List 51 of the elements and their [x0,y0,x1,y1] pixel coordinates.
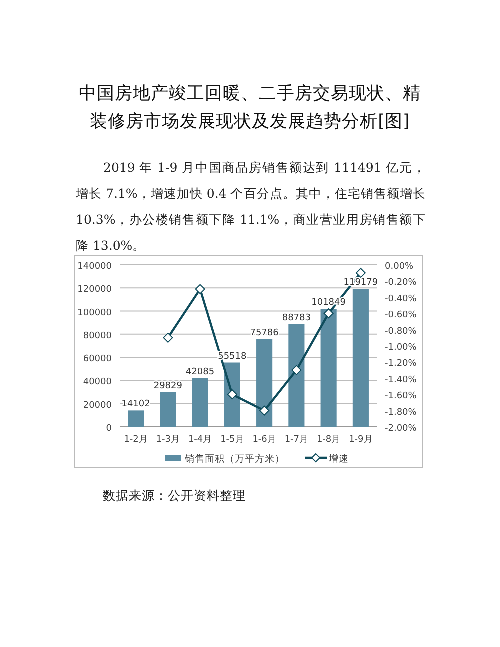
x-tick-label: 1-4月 [188,435,212,445]
data-label: 75786 [250,328,280,338]
y2-tick-label: -1.00% [385,343,418,353]
point [227,390,238,400]
x-tick-label: 1-2月 [124,435,148,445]
y2-tick-label: -1.80% [385,408,418,418]
x-tick-label: 1-8月 [316,435,341,445]
y2-tick-label: -2.00% [385,424,418,434]
legend-label: 销售面积（万平方米） [184,453,285,465]
y2-tick-label: -1.60% [385,392,418,402]
bar [192,378,208,427]
chart-title: 中国房地产竣工回暖、二手房交易现状、精装修房市场发展现状及发展趋势分析[图] [78,83,422,134]
data-label: 88783 [282,313,312,324]
y2-tick-label: -0.80% [385,326,418,337]
y2-tick-label: -0.20% [385,278,418,288]
y-tick-label: 60000 [83,354,112,365]
x-tick-label: 1-3月 [156,435,180,445]
legend-label: 增速 [328,453,349,465]
bar [320,309,337,427]
x-tick-label: 1-9月 [349,435,373,445]
source-note: 数据来源：公开资料整理 [103,488,246,505]
y2-tick-label: -1.20% [385,359,418,370]
bar [160,392,176,427]
x-tick-label: 1-5月 [220,435,244,445]
bar [288,324,305,427]
y-tick-label: 40000 [83,378,112,388]
y-tick-label: 140000 [78,262,112,272]
point [292,365,302,376]
bar [352,289,369,427]
bar [256,339,273,427]
point [163,332,174,343]
y2-tick-label: -1.40% [385,375,418,386]
y2-tick-label: -0.60% [385,310,418,321]
y-tick-label: 20000 [83,400,112,411]
point [356,268,366,278]
y-tick-label: 80000 [83,331,112,342]
text: 2019 年 1-9 月中国商品房销售额达到 111491 亿元，增长 7.1%，增速加快 0.4 个百分点。其中，住宅销售额增长 10.3%，办公楼销售额下降 11.1%，商业营业用房销售额下降 13.0%。 [76,159,426,255]
y-tick-label: 100000 [78,308,112,318]
x-tick-label: 1-7月 [284,435,309,445]
x-tick-label: 1-6月 [252,435,276,445]
y2-tick-label: 0.00% [385,262,414,272]
data-label: 14102 [122,400,150,410]
y-tick-label: 120000 [78,285,112,296]
bar [128,410,144,427]
point [260,406,270,416]
point [324,308,334,319]
data-label: 42085 [186,367,215,378]
y2-tick-label: -0.40% [385,294,418,304]
point [195,284,206,294]
y-tick-label: 0 [106,424,112,434]
data-label: 29829 [154,381,183,392]
